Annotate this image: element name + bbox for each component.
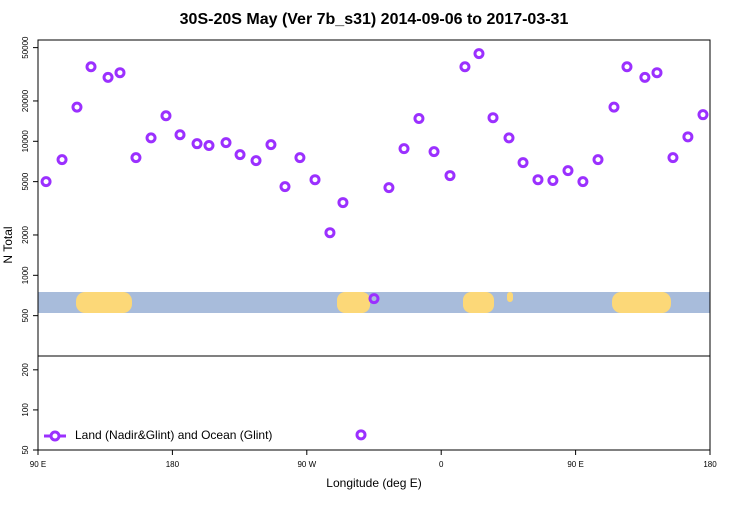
x-axis-label: Longitude (deg E) [326, 476, 421, 490]
data-point [608, 101, 620, 113]
data-point [145, 132, 157, 144]
data-point [503, 132, 515, 144]
data-point [398, 143, 410, 155]
data-point [130, 152, 142, 164]
data-point [102, 71, 114, 83]
data-point [682, 131, 694, 143]
data-point [697, 109, 709, 121]
data-point [337, 197, 349, 209]
data-point [444, 170, 456, 182]
data-point [265, 139, 277, 151]
data-point [85, 61, 97, 73]
y-tick-label: 100 [21, 403, 30, 417]
data-point [383, 182, 395, 194]
chart-title: 30S-20S May (Ver 7b_s31) 2014-09-06 to 2… [180, 11, 569, 28]
y-tick-label: 2000 [21, 226, 30, 244]
y-tick-label: 10000 [21, 130, 30, 153]
data-point [71, 101, 83, 113]
data-point [203, 140, 215, 152]
data-point [651, 67, 663, 79]
data-point [517, 157, 529, 169]
data-point [294, 152, 306, 164]
y-tick-label: 1000 [21, 266, 30, 284]
data-point [114, 67, 126, 79]
data-point [413, 112, 425, 124]
data-point [487, 112, 499, 124]
x-tick-label: 90 E [30, 460, 46, 469]
data-point [56, 154, 68, 166]
x-tick-label: 180 [703, 460, 717, 469]
x-tick-label: 0 [439, 460, 444, 469]
data-point [191, 138, 203, 150]
y-tick-label: 500 [21, 308, 30, 322]
data-point [160, 110, 172, 122]
data-point [428, 146, 440, 158]
y-tick-label: 20000 [21, 89, 30, 112]
data-point [234, 149, 246, 161]
y-axis-label: N Total [1, 226, 15, 263]
data-point [532, 174, 544, 186]
data-point [324, 227, 336, 239]
x-tick-label: 90 E [567, 460, 583, 469]
legend-marker [49, 430, 61, 442]
data-point [220, 137, 232, 149]
y-tick-label: 5000 [21, 172, 30, 190]
data-point [40, 176, 52, 188]
data-point [592, 154, 604, 166]
data-point [368, 293, 380, 305]
x-tick-label: 90 W [297, 460, 316, 469]
y-tick-label: 50000 [21, 36, 30, 59]
data-point [459, 61, 471, 73]
data-point [250, 155, 262, 167]
data-point [547, 174, 559, 186]
y-tick-label: 200 [21, 363, 30, 377]
x-tick-label: 180 [166, 460, 180, 469]
data-point [621, 61, 633, 73]
data-point [473, 48, 485, 60]
data-point [174, 129, 186, 141]
data-point [577, 176, 589, 188]
frame [37, 39, 711, 451]
data-point [639, 71, 651, 83]
data-point [279, 181, 291, 193]
data-point [355, 429, 367, 441]
data-point [309, 174, 321, 186]
y-tick-label: 50 [21, 445, 30, 454]
data-point [562, 165, 574, 177]
legend-label: Land (Nadir&Glint) and Ocean (Glint) [75, 428, 272, 442]
data-point [667, 152, 679, 164]
